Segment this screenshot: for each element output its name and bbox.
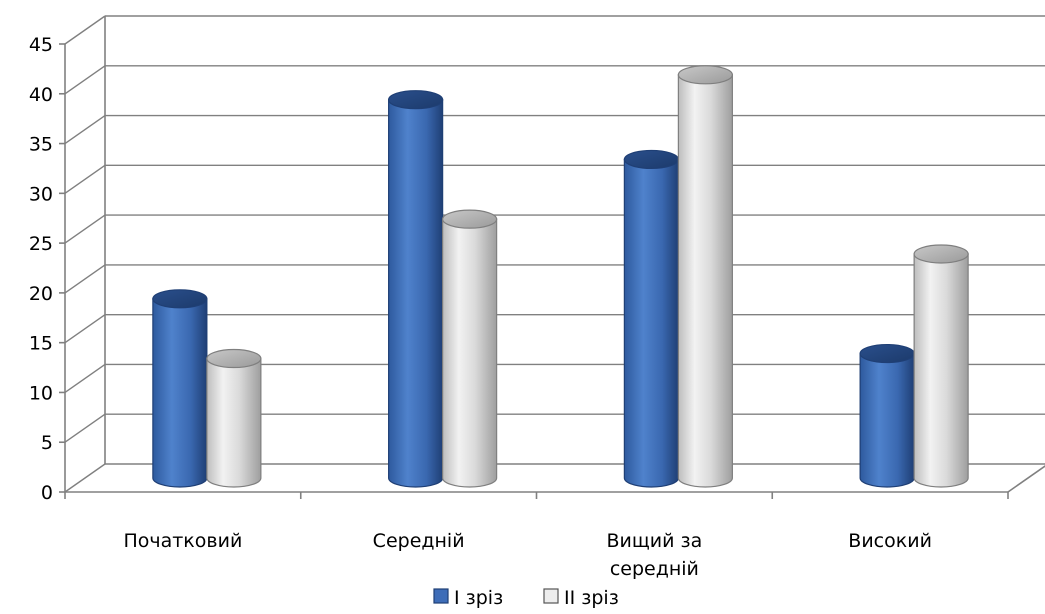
y-tick-label: 10 xyxy=(29,382,53,404)
legend-label-1: І зріз xyxy=(454,587,503,609)
bar-body xyxy=(442,218,498,488)
bar-body xyxy=(388,99,444,488)
bars xyxy=(152,65,969,488)
bar-2-1 xyxy=(206,348,262,488)
legend: І зріз ІІ зріз xyxy=(433,587,619,609)
bar-top xyxy=(859,343,915,364)
floor-right-edge xyxy=(1007,465,1045,493)
y-tick-label: 25 xyxy=(29,233,53,255)
x-axis-labels: Початковий Середній Вищий за середній Високи… xyxy=(123,530,931,580)
bar-2-3 xyxy=(677,65,733,488)
legend-swatch-1 xyxy=(433,588,449,604)
bar-top xyxy=(913,244,969,264)
bar-1-4 xyxy=(859,343,915,488)
gridline-diagonal xyxy=(64,413,106,443)
gridline-diagonal xyxy=(64,363,106,394)
bar-body xyxy=(677,74,733,488)
y-tick-label: 30 xyxy=(29,183,53,205)
gridline-diagonal xyxy=(64,314,106,344)
bar-top xyxy=(623,149,679,170)
gridline-diagonal xyxy=(64,264,106,294)
gridline-diagonal xyxy=(64,214,106,244)
bar-2-4 xyxy=(913,244,969,488)
bar-1-2 xyxy=(388,90,444,488)
y-tick-label: 15 xyxy=(29,333,53,355)
bar-body xyxy=(152,298,208,488)
gridline-diagonal xyxy=(64,114,106,145)
gridline-diagonal xyxy=(64,65,106,95)
y-tick-label: 35 xyxy=(29,134,53,156)
category-label: середній xyxy=(610,558,699,580)
gridline-diagonal xyxy=(64,164,106,194)
legend-label-2: ІІ зріз xyxy=(564,587,619,609)
y-tick-label: 0 xyxy=(41,482,53,504)
bar-top xyxy=(442,209,498,229)
y-tick-label: 40 xyxy=(29,84,53,106)
bar-body xyxy=(623,158,679,488)
category-label: Початковий xyxy=(123,530,242,552)
category-label: Середній xyxy=(373,530,465,552)
gridline-diagonal xyxy=(64,15,106,45)
category-label: Високий xyxy=(848,530,932,552)
y-tick-label: 5 xyxy=(41,432,53,454)
floor-left-edge xyxy=(64,463,106,493)
bar-body xyxy=(859,352,915,488)
bar-body xyxy=(913,253,969,488)
legend-swatch-2 xyxy=(543,588,559,604)
category-label: Вищий за xyxy=(606,530,702,552)
bar-top xyxy=(388,90,444,110)
bar-body xyxy=(206,357,262,488)
y-axis-ticks: 0 5 10 15 20 25 30 35 40 45 xyxy=(29,34,1009,504)
gridlines xyxy=(64,15,1045,493)
bar-top xyxy=(677,65,733,85)
bar-1-1 xyxy=(152,289,208,488)
bar-top xyxy=(152,289,208,309)
y-tick-label: 45 xyxy=(29,34,53,56)
y-tick-label: 20 xyxy=(29,283,53,305)
bar-2-2 xyxy=(442,209,498,488)
bar-1-3 xyxy=(623,149,679,488)
bar-top xyxy=(206,348,262,369)
